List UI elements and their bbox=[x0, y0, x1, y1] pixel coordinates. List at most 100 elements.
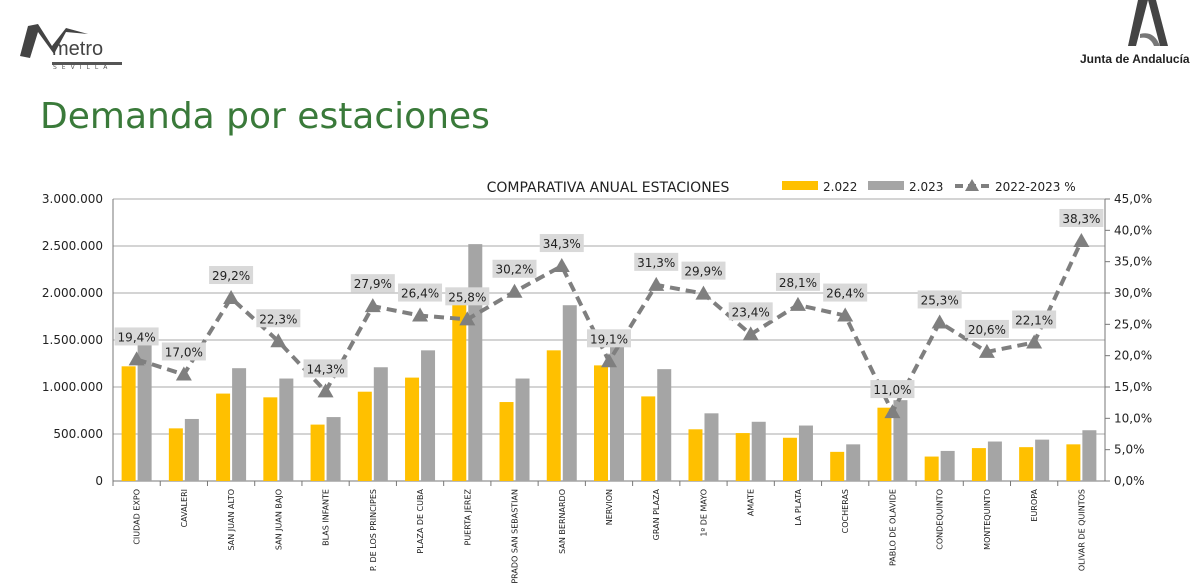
x-tick-label: PABLO DE OLAVIDE bbox=[888, 489, 897, 566]
legend-triangle-icon bbox=[965, 179, 979, 191]
y-left-tick: 2.500.000 bbox=[42, 239, 103, 253]
data-label: 14,3% bbox=[307, 362, 345, 376]
legend-label-pct: 2022-2023 % bbox=[995, 180, 1076, 194]
x-tick-label: P. DE LOS PRINCIPES bbox=[369, 489, 378, 571]
y-left-tick: 0 bbox=[95, 474, 103, 488]
triangle-marker bbox=[553, 258, 570, 273]
data-label-box bbox=[256, 309, 301, 328]
bar-2022 bbox=[688, 429, 703, 481]
triangle-marker bbox=[459, 311, 476, 326]
x-tick-label: MONTEQUINTO bbox=[983, 489, 992, 550]
data-label-box bbox=[775, 272, 820, 291]
triangle-marker bbox=[128, 351, 145, 366]
triangle-marker bbox=[978, 343, 995, 358]
x-tick-label: 1º DE MAYO bbox=[699, 489, 708, 537]
x-tick-label: SAN JUAN ALTO bbox=[227, 489, 236, 550]
data-label: 17,0% bbox=[165, 345, 203, 359]
triangle-marker bbox=[1073, 232, 1090, 247]
bar-2023 bbox=[184, 418, 199, 481]
metro-logo-sub: SEVILLA bbox=[53, 64, 113, 71]
bar-2023 bbox=[940, 450, 955, 481]
bar-2023 bbox=[893, 400, 908, 481]
data-label-box bbox=[870, 380, 915, 399]
page-title: Demanda por estaciones bbox=[40, 96, 490, 137]
data-label: 34,3% bbox=[543, 237, 581, 251]
x-tick-label: SAN JUAN BAJO bbox=[274, 489, 283, 550]
bar-2022 bbox=[641, 396, 656, 481]
metro-sevilla-logo bbox=[20, 24, 122, 65]
metro-logo-text: metro bbox=[52, 38, 104, 60]
data-label: 31,3% bbox=[637, 256, 675, 270]
data-label: 28,1% bbox=[779, 276, 817, 290]
bar-2022 bbox=[452, 293, 467, 481]
bar-2023 bbox=[326, 417, 341, 481]
bar-2023 bbox=[1082, 430, 1097, 481]
chart-title: COMPARATIVA ANUAL ESTACIONES bbox=[487, 180, 730, 196]
bar-2022 bbox=[594, 365, 608, 481]
data-label-box bbox=[587, 329, 631, 348]
data-label: 25,3% bbox=[921, 293, 959, 307]
bar-2023 bbox=[704, 413, 719, 481]
bar-2022 bbox=[782, 437, 797, 481]
y-right-tick: 5,0% bbox=[1114, 443, 1145, 457]
bar-2022 bbox=[499, 402, 514, 481]
data-label: 22,3% bbox=[259, 312, 297, 326]
legend-swatch-2023 bbox=[868, 181, 904, 190]
triangle-marker bbox=[789, 296, 806, 311]
bar-2023 bbox=[421, 350, 436, 481]
bar-2023 bbox=[373, 367, 388, 481]
bar-2023 bbox=[515, 378, 530, 481]
triangle-marker bbox=[648, 276, 665, 291]
triangle-marker bbox=[270, 333, 287, 348]
station-demand-chart: 0 500.000 1.000.000 1.500.000 2.000.000 2.500… bbox=[42, 179, 1152, 584]
bar-2023 bbox=[1035, 439, 1050, 481]
data-label-box bbox=[1012, 310, 1057, 329]
x-tick-label: CONDEQUINTO bbox=[936, 489, 945, 550]
data-label: 26,4% bbox=[401, 287, 439, 301]
triangle-marker bbox=[223, 290, 240, 305]
triangle-marker bbox=[506, 283, 523, 298]
bar-2023 bbox=[798, 425, 813, 481]
data-label-box bbox=[917, 290, 962, 309]
data-label-box bbox=[350, 274, 395, 293]
y-right-tick: 45,0% bbox=[1114, 192, 1152, 206]
data-label-box bbox=[209, 266, 254, 285]
bar-2022 bbox=[1066, 444, 1081, 481]
data-label: 29,9% bbox=[684, 265, 722, 279]
data-label-box bbox=[823, 283, 868, 302]
data-label-box bbox=[1059, 208, 1104, 227]
x-tick-label: AMATE bbox=[747, 489, 756, 516]
junta-andalucia-logo bbox=[1128, 0, 1168, 46]
data-label: 29,2% bbox=[212, 269, 250, 283]
data-label-box bbox=[492, 259, 537, 278]
bar-2023 bbox=[657, 369, 672, 481]
bar-2023 bbox=[751, 421, 766, 481]
triangle-marker bbox=[175, 366, 192, 381]
bar-2023 bbox=[846, 444, 861, 481]
y-left-tick: 1.500.000 bbox=[42, 333, 103, 347]
bar-2022 bbox=[357, 391, 372, 481]
x-tick-label: EUROPA bbox=[1030, 488, 1039, 521]
data-label: 19,1% bbox=[590, 332, 628, 346]
data-label: 38,3% bbox=[1062, 212, 1100, 226]
data-label-box bbox=[161, 342, 206, 361]
data-label: 27,9% bbox=[354, 277, 392, 291]
y-right-tick: 25,0% bbox=[1114, 317, 1152, 331]
bar-2023 bbox=[279, 378, 294, 481]
triangle-marker bbox=[412, 307, 429, 322]
triangle-marker bbox=[884, 404, 901, 419]
y-right-tick: 20,0% bbox=[1114, 349, 1152, 363]
x-tick-label: SAN BERNARDO bbox=[558, 489, 567, 554]
data-label-box bbox=[303, 359, 348, 378]
x-tick-label: CAVALERI bbox=[180, 489, 189, 527]
y-left-tick: 3.000.000 bbox=[42, 192, 103, 206]
data-label: 20,6% bbox=[968, 323, 1006, 337]
x-tick-label: COCHERAS bbox=[841, 489, 850, 533]
data-label-box bbox=[634, 252, 679, 271]
y-left-tick: 2.000.000 bbox=[42, 286, 103, 300]
data-label-box bbox=[539, 234, 584, 253]
data-label-box bbox=[681, 261, 726, 280]
x-tick-label: GRAN PLAZA bbox=[652, 488, 661, 540]
x-tick-label: PLAZA DE CUBA bbox=[416, 488, 425, 553]
x-tick-label: CIUDAD EXPO bbox=[133, 489, 142, 545]
